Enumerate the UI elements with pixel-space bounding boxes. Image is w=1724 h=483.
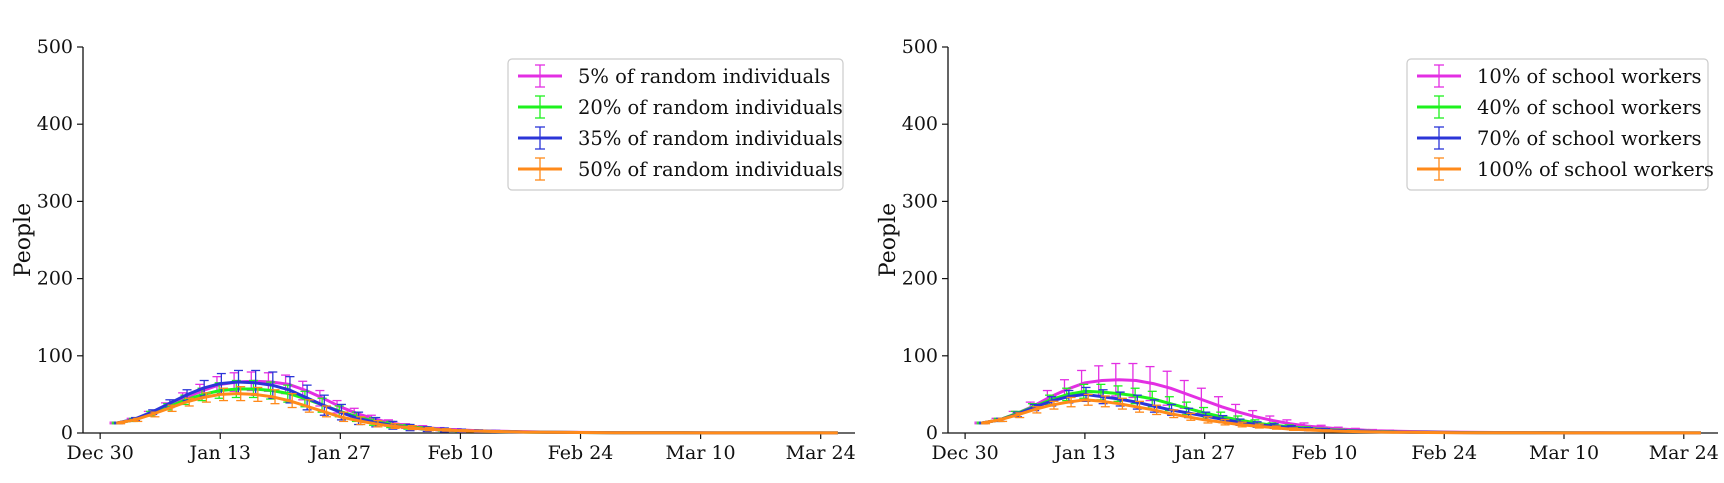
x-tick-label: Jan 27 <box>308 442 371 464</box>
y-tick-label: 500 <box>37 36 73 58</box>
legend-item: 70% of school workers <box>1417 126 1702 150</box>
legend-label: 5% of random individuals <box>578 65 830 88</box>
x-tick-label: Mar 10 <box>666 442 736 464</box>
series-line <box>117 392 838 435</box>
legend-item: 40% of school workers <box>1417 95 1702 119</box>
x-tick-label: Feb 10 <box>428 442 494 464</box>
x-tick-label: Mar 24 <box>1649 442 1719 464</box>
legend-item: 35% of random individuals <box>518 126 843 150</box>
y-tick-label: 200 <box>37 268 73 290</box>
x-tick-label: Dec 30 <box>931 442 998 464</box>
y-tick-label: 100 <box>902 345 938 367</box>
legend-item: 100% of school workers <box>1417 157 1714 181</box>
legend: 10% of school workers 40% of school worke… <box>1406 58 1714 191</box>
series-2 <box>976 383 1701 435</box>
left-chart-panel: People 0 100 200 300 400 500 Dec 30 Jan 13 Jan 2… <box>11 36 856 464</box>
x-tick-label: Mar 24 <box>786 442 856 464</box>
y-tick-label: 200 <box>902 268 938 290</box>
series-3 <box>113 369 838 435</box>
series-1 <box>109 371 838 435</box>
legend: 5% of random individuals 20% of random in… <box>507 58 844 191</box>
legend-label: 70% of school workers <box>1477 127 1702 150</box>
legend-item: 10% of school workers <box>1417 64 1702 88</box>
series-4 <box>981 393 1701 435</box>
x-tick-label: Jan 13 <box>1052 442 1115 464</box>
x-tick-label: Jan 27 <box>1172 442 1235 464</box>
y-tick-label: 400 <box>902 113 938 135</box>
y-tick-label: 0 <box>61 422 73 444</box>
legend-label: 40% of school workers <box>1477 96 1702 119</box>
legend-item: 5% of random individuals <box>518 64 830 88</box>
legend-label: 50% of random individuals <box>578 158 843 181</box>
legend-frame <box>507 58 844 191</box>
series-4 <box>116 386 838 435</box>
right-chart-panel: People 0 100 200 300 400 500 Dec 30 Jan 13 Jan 2… <box>876 36 1719 464</box>
x-tick-label: Jan 13 <box>188 442 251 464</box>
x-tick-label: Mar 10 <box>1529 442 1599 464</box>
y-axis-label: People <box>876 203 901 277</box>
legend-item: 20% of random individuals <box>518 95 843 119</box>
legend-label: 10% of school workers <box>1477 65 1702 88</box>
y-tick-label: 300 <box>902 190 938 212</box>
y-axis-label: People <box>11 203 36 277</box>
legend-label: 100% of school workers <box>1477 158 1714 181</box>
y-tick-label: 500 <box>902 36 938 58</box>
y-tick-label: 300 <box>37 190 73 212</box>
legend-label: 35% of random individuals <box>578 127 843 150</box>
legend-item: 50% of random individuals <box>518 157 843 181</box>
series-line <box>981 398 1701 435</box>
x-tick-label: Feb 10 <box>1292 442 1358 464</box>
x-tick-label: Feb 24 <box>1411 442 1477 464</box>
legend-frame <box>1406 58 1709 191</box>
x-tick-label: Feb 24 <box>548 442 614 464</box>
y-tick-label: 100 <box>37 345 73 367</box>
x-tick-label: Dec 30 <box>66 442 133 464</box>
legend-label: 20% of random individuals <box>578 96 843 119</box>
y-tick-label: 0 <box>926 422 938 444</box>
y-tick-label: 400 <box>37 113 73 135</box>
